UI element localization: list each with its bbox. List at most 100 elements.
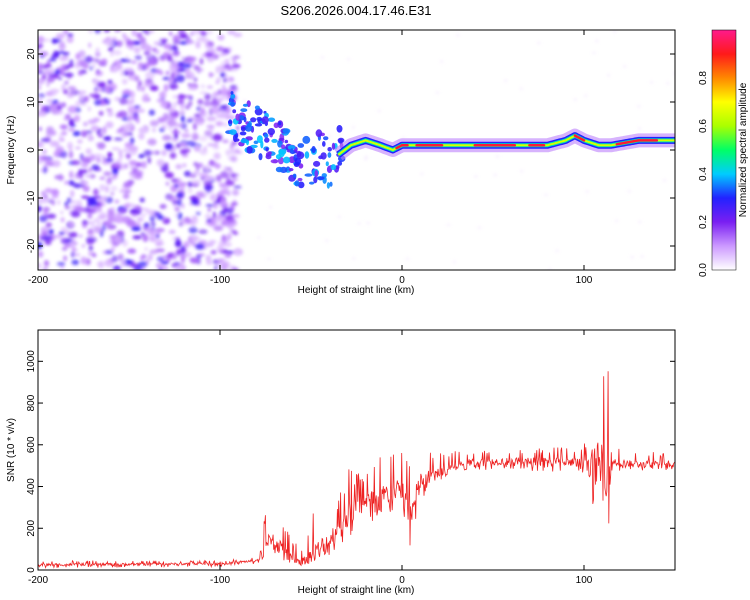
heatmap-speckle [627,190,631,193]
heatmap-noise-cell [138,132,145,140]
heatmap-noise-cell [177,94,187,99]
heatmap-noise-cell [114,216,125,224]
heatmap-noise-cell [203,192,209,196]
heatmap-noise-cell [94,30,101,34]
heatmap-noise-cell [156,256,164,262]
heatmap-transition-cell [327,147,333,152]
heatmap-noise-cell [71,259,80,266]
heatmap-speckle [555,249,559,253]
heatmap-noise-cell [232,231,239,235]
colorbar-tick-label: 0.0 [698,263,709,277]
heatmap-noise-cell [78,234,83,238]
heatmap-noise-cell [227,155,238,162]
heatmap-noise-cell [168,195,177,202]
heatmap-noise-cell [140,231,146,237]
heatmap-noise-cell [208,57,215,62]
heatmap-transition-cell [240,138,249,144]
heatmap-noise-cell [97,206,102,213]
heatmap-noise-cell [212,133,223,142]
heatmap-noise-cell [189,71,195,80]
heatmap-noise-cell [212,146,220,150]
colorbar-tick-label: 0.6 [698,119,709,133]
heatmap-noise-cell [85,148,92,155]
heatmap-transition-cell [322,141,326,147]
heatmap-noise-cell [38,93,46,98]
spectrogram-x-label: Height of straight line (km) [298,285,415,296]
heatmap-noise-cell [156,159,165,167]
heatmap-speckle [615,219,619,223]
heatmap-noise-cell [147,58,156,67]
heatmap-speckle [638,220,642,224]
heatmap-noise-cell [105,40,115,47]
heatmap-noise-cell [216,77,222,82]
snr-x-label: Height of straight line (km) [298,585,415,596]
heatmap-noise-cell [52,143,60,147]
heatmap-noise-cell [107,47,114,52]
heatmap-noise-cell [68,222,75,227]
heatmap-noise-cell [84,55,94,64]
heatmap-noise-cell [75,61,80,69]
heatmap-noise-cell [41,38,52,42]
heatmap-noise-cell [160,91,167,99]
heatmap-noise-cell [38,141,45,148]
heatmap-transition-cell [265,154,272,160]
heatmap-noise-cell [159,204,167,209]
y-tick-label: 0 [26,567,37,573]
heatmap-noise-cell [229,145,234,150]
heatmap-transition-cell [297,143,305,148]
heatmap-noise-cell [216,214,224,221]
heatmap-noise-cell [58,50,65,54]
heatmap-noise-cell [98,88,103,92]
heatmap-noise-cell [45,130,55,137]
heatmap-noise-cell [125,203,129,210]
heatmap-noise-cell [172,40,181,45]
heatmap-noise-cell [195,211,201,216]
heatmap-noise-cell [112,167,119,175]
heatmap-noise-cell [127,248,137,254]
heatmap-noise-cell [80,180,89,186]
heatmap-noise-cell [232,57,237,65]
heatmap-noise-cell [203,100,212,107]
heatmap-speckle [364,157,368,161]
heatmap-transition-cell [315,129,323,138]
heatmap-noise-cell [40,105,47,112]
heatmap-noise-cell [232,267,239,270]
heatmap-transition-cell [240,126,246,132]
y-tick-label: 600 [26,436,37,453]
heatmap-noise-cell [156,214,164,220]
heatmap-noise-cell [46,76,55,83]
heatmap-noise-cell [75,106,81,113]
heatmap-transition-cell [240,108,248,112]
heatmap-noise-cell [152,211,162,217]
heatmap-noise-cell [70,210,81,218]
heatmap-transition-cell [304,151,310,159]
heatmap-noise-cell [68,150,74,159]
heatmap-noise-cell [189,257,200,263]
heatmap-noise-cell [80,130,88,138]
heatmap-speckle [537,41,541,45]
heatmap-noise-cell [101,87,105,93]
heatmap-speckle [347,57,350,61]
colorbar-tick-label: 0.8 [698,71,709,85]
heatmap-noise-cell [40,138,51,142]
heatmap-noise-cell [93,117,100,123]
heatmap-noise-cell [82,62,89,69]
heatmap-noise-cell [149,85,159,91]
heatmap-speckle [613,30,617,33]
heatmap-noise-cell [88,132,93,139]
heatmap-noise-cell [174,213,179,218]
heatmap-noise-cell [103,97,108,102]
heatmap-noise-cell [233,185,242,189]
heatmap-noise-cell [160,260,169,265]
heatmap-noise-cell [93,205,98,214]
heatmap-noise-cell [39,51,49,57]
heatmap-noise-cell [172,34,181,43]
heatmap-noise-cell [60,125,68,130]
heatmap-noise-cell [54,110,64,115]
heatmap-noise-cell [81,243,86,248]
heatmap-noise-cell [72,242,79,246]
heatmap-noise-cell [184,68,191,76]
heatmap-noise-cell [122,33,126,38]
heatmap-noise-cell [229,84,238,90]
heatmap-noise-cell [96,142,106,150]
